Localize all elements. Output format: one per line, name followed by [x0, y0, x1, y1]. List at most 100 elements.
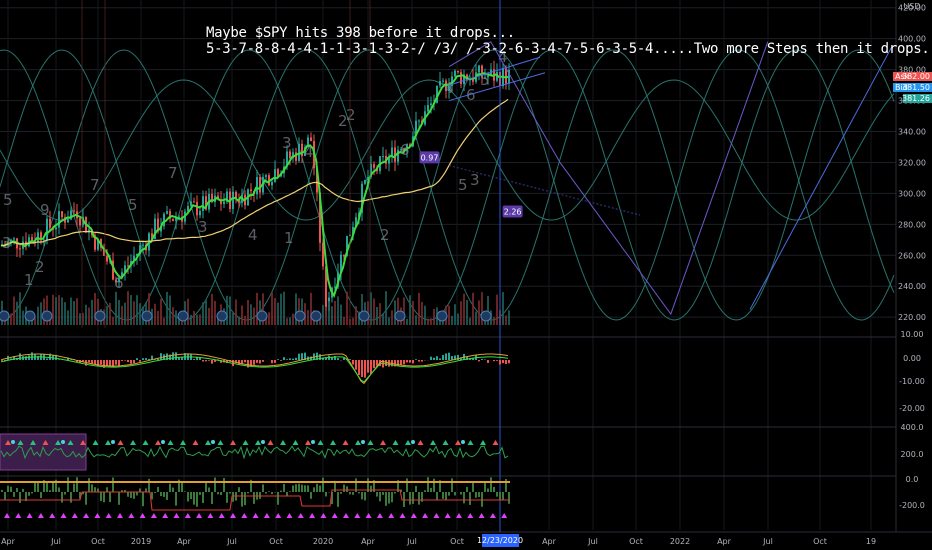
- signal-triangle: [422, 513, 429, 518]
- osc1-bar: [94, 360, 96, 365]
- osc3-bar: [283, 483, 285, 492]
- osc3-bar: [142, 492, 144, 507]
- chart-title-line-2: 5-3-7-8-8-4-4-1-1-3-1-3-2-/ /3/ /-3-2-6-…: [206, 41, 932, 57]
- volume-bar: [487, 295, 489, 325]
- volume-bar: [40, 302, 42, 325]
- osc1-bar: [472, 357, 474, 360]
- osc3-bar: [472, 481, 474, 492]
- signal-triangle: [42, 440, 49, 445]
- time-tick-label: Apr: [542, 537, 557, 546]
- ask-badge: [893, 72, 932, 81]
- volume-bar: [76, 298, 78, 325]
- dividend-icon: [94, 310, 106, 322]
- volume-bar: [226, 295, 228, 325]
- dividend-icon: [294, 310, 306, 322]
- osc3-bar: [76, 477, 78, 492]
- volume-bar: [229, 296, 231, 325]
- osc1-bar: [385, 360, 387, 367]
- volume-bar: [238, 316, 240, 325]
- volume-bar: [106, 306, 108, 325]
- osc1-bar: [130, 360, 132, 364]
- osc1-bar: [283, 357, 285, 360]
- osc1-bar: [469, 358, 471, 360]
- osc1-bar: [88, 360, 90, 363]
- volume-bar: [460, 301, 462, 325]
- osc1-bar: [103, 360, 105, 368]
- volume-bar: [133, 301, 135, 325]
- step-label: 3: [470, 171, 480, 189]
- osc1-bar: [394, 360, 396, 367]
- signal-triangle: [17, 440, 24, 445]
- candle-body: [61, 211, 63, 218]
- osc1-bar: [133, 360, 135, 364]
- signal-triangle: [280, 440, 286, 445]
- signal-triangle: [367, 440, 374, 445]
- signal-triangle: [167, 440, 174, 445]
- osc3-bar: [496, 492, 498, 497]
- candle-body: [472, 78, 474, 82]
- signal-triangle: [242, 440, 249, 445]
- chart-title-line-1: Maybe $SPY hits 398 before it drops...: [206, 25, 515, 41]
- candle-body: [220, 199, 222, 204]
- osc3-bar: [154, 492, 156, 494]
- osc3-bar: [469, 492, 471, 505]
- signal-triangle: [330, 440, 336, 445]
- volume-bar: [22, 310, 24, 325]
- osc3-bar: [124, 489, 126, 492]
- volume-bar: [178, 317, 180, 325]
- volume-bar: [13, 296, 15, 325]
- volume-bar: [157, 310, 159, 325]
- signal-dot: [211, 440, 215, 444]
- signal-triangle: [139, 513, 146, 518]
- volume-bar: [58, 295, 60, 325]
- signal-triangle: [105, 513, 112, 518]
- candle-body: [19, 248, 21, 250]
- volume-bar: [472, 292, 474, 325]
- candle-body: [373, 164, 375, 168]
- signal-triangle: [71, 513, 78, 518]
- candle-body: [178, 216, 180, 218]
- volume-bar: [286, 318, 288, 325]
- volume-bar: [136, 295, 138, 325]
- candle-body: [415, 120, 417, 137]
- candle-body: [226, 191, 228, 202]
- candle-body: [124, 265, 126, 273]
- candle-body: [295, 152, 297, 161]
- osc1-bar: [409, 360, 411, 363]
- osc3-bar: [448, 492, 450, 496]
- osc3-bar: [163, 492, 165, 497]
- osc1-bar: [334, 355, 336, 360]
- volume-bar: [67, 310, 69, 325]
- signal-triangle: [320, 513, 327, 518]
- signal-triangle: [442, 440, 449, 445]
- slow-ma-line: [0, 98, 509, 247]
- projection-rise: [749, 46, 893, 310]
- osc3-bar: [139, 488, 141, 492]
- osc1-bar: [418, 360, 420, 362]
- signal-triangle: [26, 513, 33, 518]
- osc1-bar: [112, 360, 114, 368]
- osc3-bar: [340, 492, 342, 494]
- osc3-bar: [352, 492, 354, 495]
- candle-body: [292, 152, 294, 159]
- candle-body: [367, 176, 369, 180]
- time-tick-label: Jul: [406, 537, 417, 546]
- volume-bar: [211, 293, 213, 325]
- osc3-bar: [427, 477, 429, 492]
- signal-triangle: [255, 440, 261, 445]
- osc3-bar: [82, 492, 84, 495]
- signal-triangle: [478, 513, 485, 518]
- osc1-bar: [262, 360, 264, 362]
- signal-triangle: [354, 513, 361, 518]
- step-label: 1: [284, 229, 294, 247]
- time-tick-label: Jul: [226, 537, 237, 546]
- step-label: 4: [304, 143, 314, 161]
- osc3-bar: [208, 487, 210, 492]
- time-tick-label: 2019: [131, 537, 151, 546]
- volume-bar: [52, 294, 54, 325]
- signal-triangle: [267, 440, 274, 445]
- volume-bar: [508, 310, 510, 325]
- volume-bar: [232, 312, 234, 325]
- osc1-bar: [202, 360, 204, 362]
